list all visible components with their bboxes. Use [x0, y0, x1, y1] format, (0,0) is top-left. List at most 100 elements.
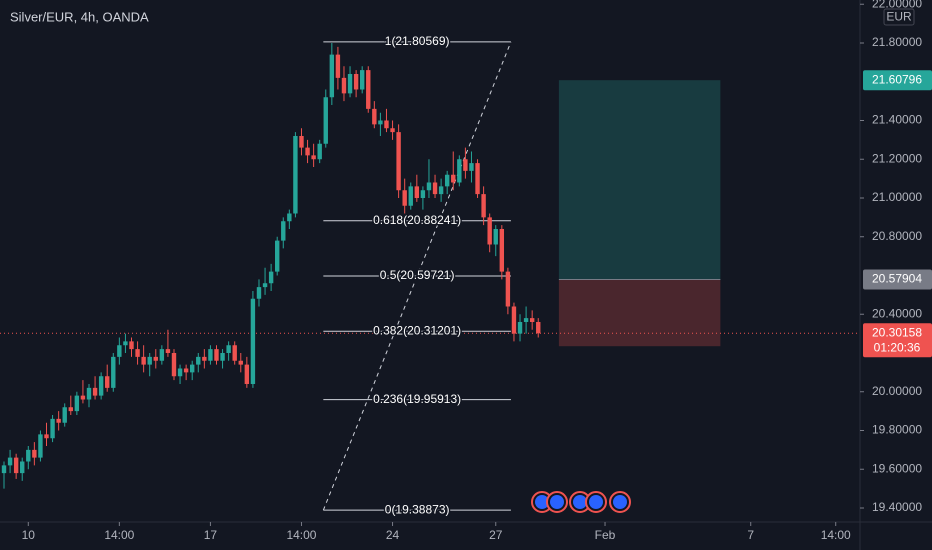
candle-body [536, 321, 541, 334]
candle-body [98, 376, 104, 396]
candle-body [1, 465, 7, 474]
x-tick-label: 14:00 [286, 528, 316, 542]
candle-body [390, 128, 395, 133]
candle-body [311, 155, 316, 160]
fib-label: 1(21.80569) [385, 34, 450, 48]
candle-body [74, 395, 80, 412]
candle-body [274, 240, 280, 272]
candle-body [44, 434, 49, 439]
candle-body [517, 321, 523, 334]
event-icon[interactable] [585, 491, 607, 513]
y-tick-label: 21.40000 [872, 113, 922, 127]
candle-body [7, 457, 13, 466]
candle-body [20, 461, 25, 474]
candle-body [159, 349, 165, 361]
candle-body [196, 356, 201, 365]
candle-body [171, 352, 177, 377]
candle-body [268, 271, 274, 284]
candle-body [50, 418, 55, 439]
candle-body [147, 356, 152, 365]
candle-body [214, 349, 219, 361]
y-tick-label: 21.20000 [872, 151, 922, 165]
candle-body [499, 228, 505, 272]
loss-zone [558, 279, 721, 347]
event-icons [531, 491, 631, 513]
event-icon[interactable] [609, 491, 631, 513]
last-price-badge-label: 20.30158 [872, 325, 922, 339]
candle-body [111, 356, 116, 388]
candle-body [359, 70, 365, 90]
candle-body [305, 147, 310, 156]
candle-body [220, 352, 225, 361]
y-tick-label: 20.00000 [872, 384, 922, 398]
candle-body [208, 349, 213, 361]
candle-body [202, 356, 207, 361]
fib-label: 0(19.38873) [385, 502, 450, 516]
currency-label: EUR [886, 10, 912, 24]
currency-box [883, 8, 915, 26]
candle-body [153, 356, 158, 361]
candle-body [329, 54, 335, 98]
candle-body [135, 349, 140, 357]
candle-body [244, 364, 250, 384]
candle-body [475, 163, 480, 195]
candle-body [402, 190, 407, 206]
last-price-badge [863, 323, 932, 358]
candle-body [523, 318, 529, 322]
y-tick-label: 19.60000 [872, 461, 922, 475]
candle-body [487, 217, 492, 245]
chart-title: Silver/EUR, 4h, OANDA [10, 9, 149, 24]
candle-body [378, 120, 383, 125]
candle-body [529, 318, 535, 322]
candle-body [68, 407, 73, 412]
candle-body [323, 97, 328, 144]
candle-body [505, 271, 511, 307]
profit-zone [558, 80, 721, 280]
candle-body [414, 186, 420, 198]
candle-body [432, 182, 438, 195]
candle-body [372, 108, 377, 125]
x-tick-label: 14:00 [104, 528, 134, 542]
candle-body [256, 287, 262, 299]
candle-body [226, 345, 231, 353]
fib-label: 0.236(19.95913) [373, 392, 461, 406]
candle-body [250, 298, 256, 384]
candle-body [511, 306, 517, 334]
x-tick-label: 27 [489, 528, 503, 542]
candle-body [165, 349, 171, 353]
candle-body [457, 159, 462, 183]
candle-body [262, 283, 268, 288]
target-badge [863, 70, 932, 91]
candle-body [293, 135, 298, 214]
candle-body [481, 194, 486, 218]
x-tick-label: 14:00 [821, 528, 851, 542]
target-badge-label: 21.60796 [872, 72, 922, 86]
candle-body [183, 368, 189, 373]
candle-body [438, 186, 444, 195]
candle-body [238, 360, 243, 365]
candle-body [232, 345, 237, 361]
candle-body [366, 70, 371, 109]
candle-body [86, 387, 92, 400]
candle-body [13, 457, 19, 474]
candle-body [117, 345, 122, 357]
candle-body [62, 407, 67, 423]
candle-body [141, 356, 146, 365]
candle-body [317, 143, 322, 160]
candle-body [287, 213, 292, 222]
y-tick-label: 22.00000 [872, 0, 922, 10]
x-tick-label: 17 [204, 528, 218, 542]
y-tick-label: 21.80000 [872, 35, 922, 49]
candle-body [299, 135, 304, 148]
fib-label: 0.5(20.59721) [380, 268, 455, 282]
event-icon[interactable] [546, 491, 568, 513]
countdown: 01:20:36 [874, 340, 921, 354]
candle-body [123, 341, 128, 346]
candle-body [493, 228, 498, 245]
candle-body [335, 54, 341, 78]
y-tick-label: 19.40000 [872, 500, 922, 514]
candle-body [92, 387, 98, 396]
candle-body [190, 364, 195, 373]
